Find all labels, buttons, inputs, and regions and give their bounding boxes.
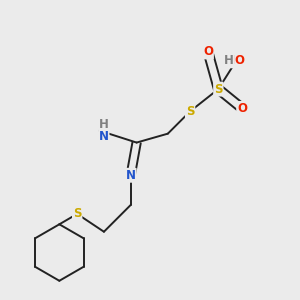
Text: O: O xyxy=(203,45,213,58)
Text: H: H xyxy=(224,54,234,67)
Text: S: S xyxy=(214,82,223,96)
Text: O: O xyxy=(235,54,245,67)
Text: N: N xyxy=(99,130,109,143)
Text: H: H xyxy=(99,118,109,131)
Text: HO: HO xyxy=(226,54,246,67)
Text: O: O xyxy=(237,102,247,115)
Text: N: N xyxy=(126,169,136,182)
Text: S: S xyxy=(73,207,81,220)
Text: S: S xyxy=(186,105,194,118)
